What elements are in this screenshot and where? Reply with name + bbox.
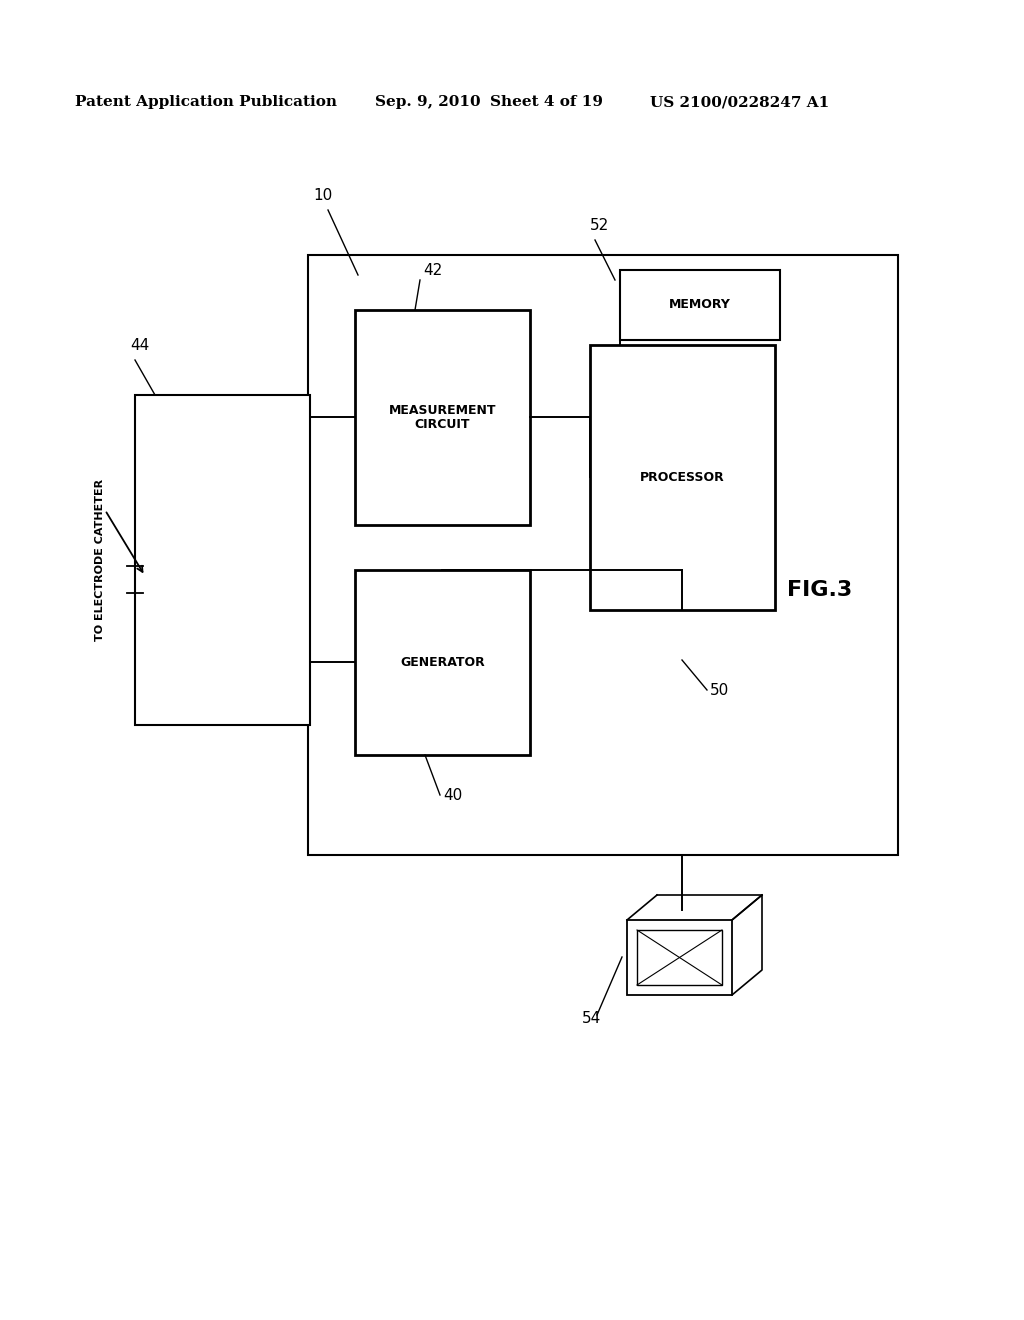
Bar (355, 570, 530, 755)
Text: Sheet 4 of 19: Sheet 4 of 19 (490, 95, 603, 110)
Bar (135, 395, 310, 725)
Bar (620, 271, 780, 341)
Text: FIG.3: FIG.3 (787, 579, 853, 601)
Text: 42: 42 (423, 263, 442, 279)
Text: 10: 10 (313, 187, 332, 203)
Bar (355, 310, 530, 525)
Text: 52: 52 (590, 218, 609, 234)
Text: MEASUREMENT
CIRCUIT: MEASUREMENT CIRCUIT (389, 404, 497, 432)
Bar (637, 931, 722, 985)
Text: Sep. 9, 2010: Sep. 9, 2010 (375, 95, 480, 110)
Bar (590, 345, 775, 610)
Text: TO ELECTRODE CATHETER: TO ELECTRODE CATHETER (95, 479, 105, 642)
Text: PROCESSOR: PROCESSOR (640, 471, 725, 484)
Bar (308, 255, 898, 855)
Text: 54: 54 (582, 1011, 601, 1026)
Text: GENERATOR: GENERATOR (400, 656, 485, 669)
Text: US 2100/0228247 A1: US 2100/0228247 A1 (650, 95, 829, 110)
Text: 44: 44 (130, 338, 150, 352)
Text: Patent Application Publication: Patent Application Publication (75, 95, 337, 110)
Text: MEMORY: MEMORY (669, 298, 731, 312)
Text: 50: 50 (710, 682, 729, 698)
Bar (627, 920, 732, 995)
Text: 40: 40 (443, 788, 462, 803)
